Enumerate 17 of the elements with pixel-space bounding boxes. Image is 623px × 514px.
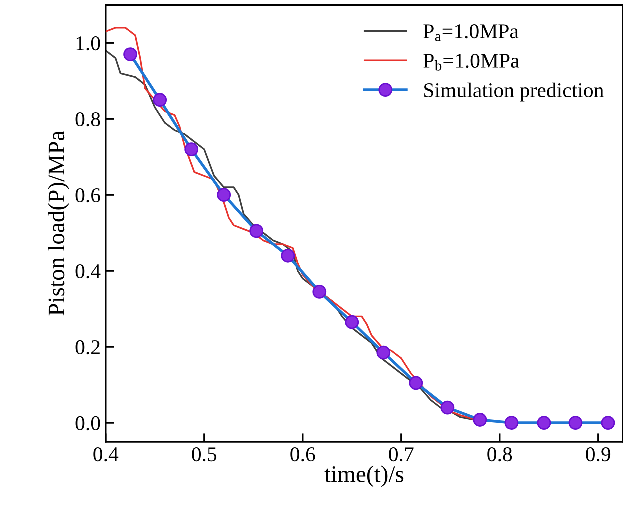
x-tick-label: 0.7 bbox=[389, 448, 414, 462]
y-tick-label: 1.0 bbox=[76, 36, 100, 51]
x-tick-label: 0.8 bbox=[488, 448, 512, 462]
x-tick-label: 0.6 bbox=[290, 448, 316, 462]
x-tick-label: 0.5 bbox=[192, 448, 217, 462]
y-tick-label: 0.6 bbox=[76, 188, 100, 203]
x-tick-label: 0.4 bbox=[94, 448, 119, 462]
y-tick-label: 0.2 bbox=[76, 340, 100, 355]
legend-label: Simulation prediction bbox=[424, 82, 604, 102]
y-axis-title: Piston load(P)/MPa bbox=[48, 131, 70, 316]
y-tick-label: 0.8 bbox=[76, 112, 100, 127]
x-tick-label: 0.9 bbox=[586, 448, 611, 462]
y-tick-label: 0.4 bbox=[76, 264, 101, 279]
x-axis-title: time(t)/s bbox=[324, 466, 404, 488]
legend-label: P$_{b}$=1.0MPa bbox=[424, 54, 520, 71]
y-tick-label: 0.0 bbox=[76, 416, 100, 431]
legend-label: P$_{a}$=1.0MPa bbox=[424, 24, 519, 42]
